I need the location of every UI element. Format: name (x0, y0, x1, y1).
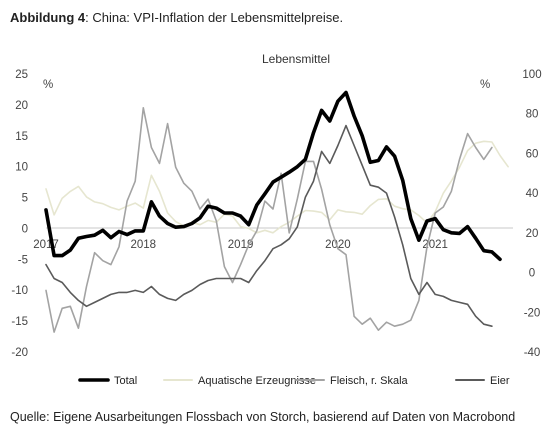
left-tick-label: -20 (11, 347, 28, 359)
figure-number: Abbildung 4 (10, 10, 86, 25)
right-tick-label: 20 (526, 228, 539, 240)
left-tick-label: 20 (15, 100, 28, 112)
right-tick-label: 40 (526, 188, 539, 200)
left-tick-label: -15 (11, 316, 28, 328)
right-tick-label: 80 (526, 109, 539, 121)
right-axis-unit: % (480, 79, 490, 91)
source-note: Quelle: Eigene Ausarbeitungen Flossbach … (10, 410, 516, 424)
right-tick-label: 100 (522, 69, 541, 81)
legend-label: Aquatische Erzeugnisse (198, 375, 316, 387)
legend: Total Aquatische Erzeugnisse Fleisch, r. S… (78, 375, 510, 387)
left-tick-label: -10 (11, 285, 28, 297)
legend-label: Fleisch, r. Skala (330, 375, 409, 387)
series-layer (44, 90, 509, 333)
x-tick-label: 2019 (228, 239, 254, 251)
figure-title: : China: VPI-Inflation der Lebensmittelp… (85, 10, 344, 25)
left-tick-label: 5 (22, 193, 28, 205)
left-tick-label: -5 (18, 254, 28, 266)
legend-item: Aquatische Erzeugnisse (163, 375, 316, 387)
right-axis: 100 80 60 40 20 0 -20 -40 (522, 69, 541, 359)
series-line-eier (45, 124, 493, 328)
right-tick-label: -40 (524, 347, 541, 359)
x-tick-label: 2020 (325, 239, 351, 251)
legend-item: Fleisch, r. Skala (295, 375, 409, 387)
right-tick-label: 60 (526, 148, 539, 160)
x-tick-label: 2017 (33, 239, 59, 251)
right-tick-label: -20 (524, 307, 541, 319)
series-line-total (44, 90, 502, 262)
left-axis-unit: % (43, 79, 53, 91)
chart-title: Lebensmittel (262, 52, 330, 66)
left-tick-label: 15 (15, 131, 28, 143)
left-tick-label: 0 (22, 223, 28, 235)
right-tick-label: 0 (529, 268, 535, 280)
x-axis: 2017 2018 2019 2020 2021 (33, 239, 448, 251)
x-tick-label: 2018 (130, 239, 156, 251)
series-line-aquatische-erzeugnisse (45, 140, 509, 234)
legend-item: Eier (455, 375, 510, 387)
legend-label: Eier (490, 375, 510, 387)
legend-item: Total (78, 375, 137, 387)
legend-label: Total (114, 375, 137, 387)
figure-caption: Abbildung 4: China: VPI-Inflation der Le… (10, 10, 343, 25)
left-axis: 25 20 15 10 5 0 -5 -10 -15 -20 (11, 69, 28, 359)
series-line-fleisch-r-skala (45, 107, 493, 333)
left-tick-label: 25 (15, 69, 28, 81)
left-tick-label: 10 (15, 162, 28, 174)
